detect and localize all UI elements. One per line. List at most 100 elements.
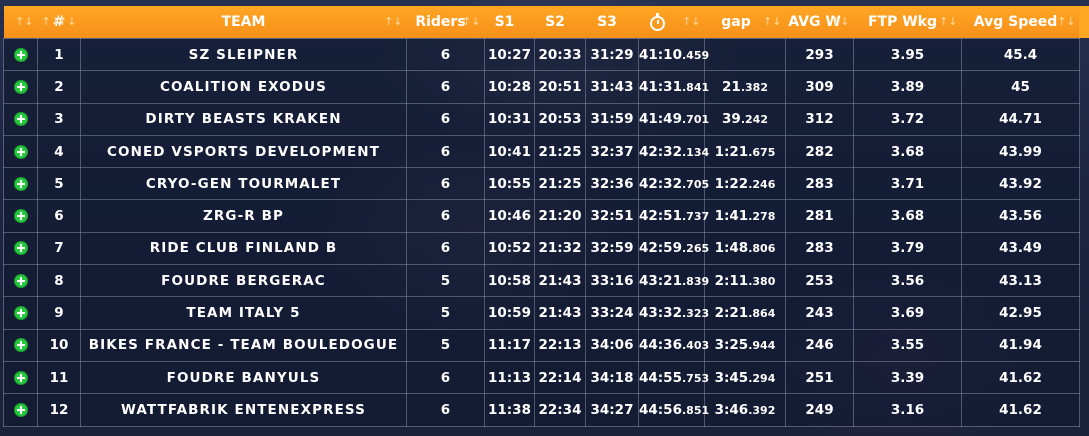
ftp-wkg-cell-value: 3.56: [890, 272, 925, 289]
table-row[interactable]: 10 BIKES FRANCE - TEAM BOULEDOGUE 5 11:17 22…: [3, 328, 1080, 362]
finish-time-cell: 44:55.753: [638, 360, 709, 395]
team-name-cell-value: DIRTY BEASTS KRAKEN: [145, 111, 342, 128]
sort-icon[interactable]: ↑↓: [462, 15, 481, 28]
finish-time-cell-value: 41:49: [639, 111, 682, 128]
column-header-ftp-wkg[interactable]: FTP Wkg ↑↓: [853, 6, 962, 39]
add-cell[interactable]: [3, 199, 38, 233]
gap-cell-milliseconds: .294: [748, 371, 776, 385]
finish-time-cell-milliseconds: .839: [681, 274, 710, 288]
table-row[interactable]: 1 SZ SLEIPNER 6 10:27 20:33 31:29 41:10.459 293…: [3, 37, 1080, 72]
table-row[interactable]: 2 COALITION EXODUS 6 10:28 20:51 31:43 41:31.8…: [3, 70, 1080, 104]
sort-icon[interactable]: ↑↓: [682, 15, 701, 28]
split-s3-cell: 31:59: [585, 102, 639, 136]
plus-circle-icon[interactable]: [13, 402, 28, 417]
add-cell[interactable]: [3, 167, 38, 201]
rank-cell-value: 6: [54, 208, 64, 225]
column-header-label: #: [53, 14, 65, 30]
column-header-time[interactable]: ↑↓: [638, 6, 705, 39]
rank-cell: 1: [37, 37, 81, 72]
table-row[interactable]: 8 FOUDRE BERGERAC 5 10:58 21:43 33:16 43:21.83…: [3, 264, 1080, 298]
column-header-avg-speed[interactable]: Avg Speed ↑↓: [961, 6, 1080, 39]
add-cell[interactable]: [3, 393, 38, 427]
sort-icon[interactable]: ↑↓: [763, 15, 782, 28]
split-s2-cell: 22:14: [534, 360, 586, 395]
gap-cell: 1:22.246: [704, 167, 786, 201]
plus-circle-icon[interactable]: [13, 241, 28, 256]
avg-watts-cell: 246: [785, 328, 854, 362]
sort-icon[interactable]: ↑↓: [15, 15, 34, 28]
plus-circle-icon[interactable]: [13, 176, 28, 191]
ftp-wkg-cell-value: 3.39: [890, 369, 925, 386]
table-row[interactable]: 6 ZRG-R BP 6 10:46 21:20 32:51 42:51.737 1:41.2…: [3, 199, 1080, 233]
team-name-cell: TEAM ITALY 5: [80, 296, 407, 330]
split-s1-cell: 10:28: [484, 70, 535, 104]
add-cell[interactable]: [3, 231, 38, 266]
avg-speed-cell: 43.13: [961, 264, 1080, 298]
gap-cell-value: 1:22: [714, 175, 749, 192]
column-header-riders[interactable]: Riders ↑↓: [406, 6, 485, 39]
split-s1-cell-value: 10:52: [488, 240, 531, 257]
add-cell[interactable]: [3, 360, 38, 395]
split-s3-cell-value: 31:59: [590, 111, 634, 128]
avg-speed-cell: 41.62: [961, 393, 1080, 427]
plus-circle-icon[interactable]: [13, 209, 28, 224]
column-header-s2[interactable]: S2: [534, 6, 586, 39]
column-header-s3[interactable]: S3: [585, 6, 639, 39]
plus-circle-icon[interactable]: [13, 273, 28, 288]
avg-speed-cell-value: 45: [1011, 78, 1030, 95]
team-name-cell: FOUDRE BANYULS: [80, 360, 407, 395]
add-cell[interactable]: [3, 102, 38, 136]
table-row[interactable]: 5 CRYO-GEN TOURMALET 6 10:55 21:25 32:36 42:32…: [3, 167, 1080, 201]
add-cell[interactable]: [3, 328, 38, 362]
split-s1-cell: 10:46: [484, 199, 535, 233]
table-row[interactable]: 4 CONED VSPORTS DEVELOPMENT 6 10:41 21:25 32:…: [3, 134, 1080, 169]
gap-cell-milliseconds: .242: [740, 113, 768, 127]
rank-cell-value: 12: [49, 401, 69, 418]
avg-watts-cell-value: 282: [805, 143, 834, 160]
gap-cell: 1:21.675: [704, 134, 786, 169]
plus-circle-icon[interactable]: [13, 79, 28, 94]
riders-cell-value: 6: [440, 208, 451, 225]
column-header-team[interactable]: TEAM ↑↓: [80, 6, 407, 39]
plus-circle-icon[interactable]: [13, 370, 28, 385]
avg-speed-cell: 41.94: [961, 328, 1080, 362]
table-row[interactable]: 3 DIRTY BEASTS KRAKEN 6 10:31 20:53 31:59 41:4…: [3, 102, 1080, 136]
sort-icon[interactable]: ↑↓: [1057, 15, 1076, 28]
add-cell[interactable]: [3, 264, 38, 298]
avg-speed-cell: 43.92: [961, 167, 1080, 201]
riders-cell: 6: [406, 231, 485, 266]
column-header-add[interactable]: ↑↓: [3, 6, 38, 39]
add-cell[interactable]: [3, 296, 38, 330]
column-header-gap[interactable]: gap ↑↓: [704, 6, 786, 39]
finish-time-cell-value: 43:32: [639, 305, 682, 322]
plus-circle-icon[interactable]: [13, 47, 28, 62]
sort-icon[interactable]: ↑↓: [831, 15, 850, 28]
column-header-avg-w[interactable]: AVG W ↑↓: [785, 6, 854, 39]
avg-watts-cell: 312: [785, 102, 854, 136]
sort-icon[interactable]: ↑↓: [41, 15, 60, 28]
add-cell[interactable]: [3, 70, 38, 104]
sort-icon[interactable]: ↑↓: [384, 15, 403, 28]
split-s2-cell-value: 21:20: [538, 208, 582, 225]
split-s1-cell-value: 10:46: [488, 208, 531, 225]
table-row[interactable]: 9 TEAM ITALY 5 5 10:59 21:43 33:24 43:32.323 2:…: [3, 296, 1080, 330]
plus-circle-icon[interactable]: [13, 144, 28, 159]
table-row[interactable]: 11 FOUDRE BANYULS 6 11:13 22:14 34:18 44:55.75…: [3, 360, 1080, 395]
table-row[interactable]: 12 WATTFABRIK ENTENEXPRESS 6 11:38 22:34 34:2…: [3, 393, 1080, 427]
riders-cell-value: 5: [440, 305, 451, 322]
rank-cell: 4: [37, 134, 81, 169]
avg-speed-cell: 43.99: [961, 134, 1080, 169]
split-s1-cell-value: 11:38: [488, 401, 531, 418]
split-s2-cell: 20:33: [534, 37, 586, 72]
column-header-rank[interactable]: ↑↓ # ↑↓: [37, 6, 81, 39]
avg-speed-cell-value: 41.62: [999, 369, 1042, 386]
column-header-s1[interactable]: S1: [484, 6, 535, 39]
plus-circle-icon[interactable]: [13, 338, 28, 353]
sort-icon[interactable]: ↑↓: [939, 15, 958, 28]
add-cell[interactable]: [3, 134, 38, 169]
plus-circle-icon[interactable]: [13, 112, 28, 127]
add-cell[interactable]: [3, 37, 38, 72]
plus-circle-icon[interactable]: [13, 306, 28, 321]
table-row[interactable]: 7 RIDE CLUB FINLAND B 6 10:52 21:32 32:59 42:5…: [3, 231, 1080, 266]
sort-icon[interactable]: ↑↓: [58, 15, 77, 28]
